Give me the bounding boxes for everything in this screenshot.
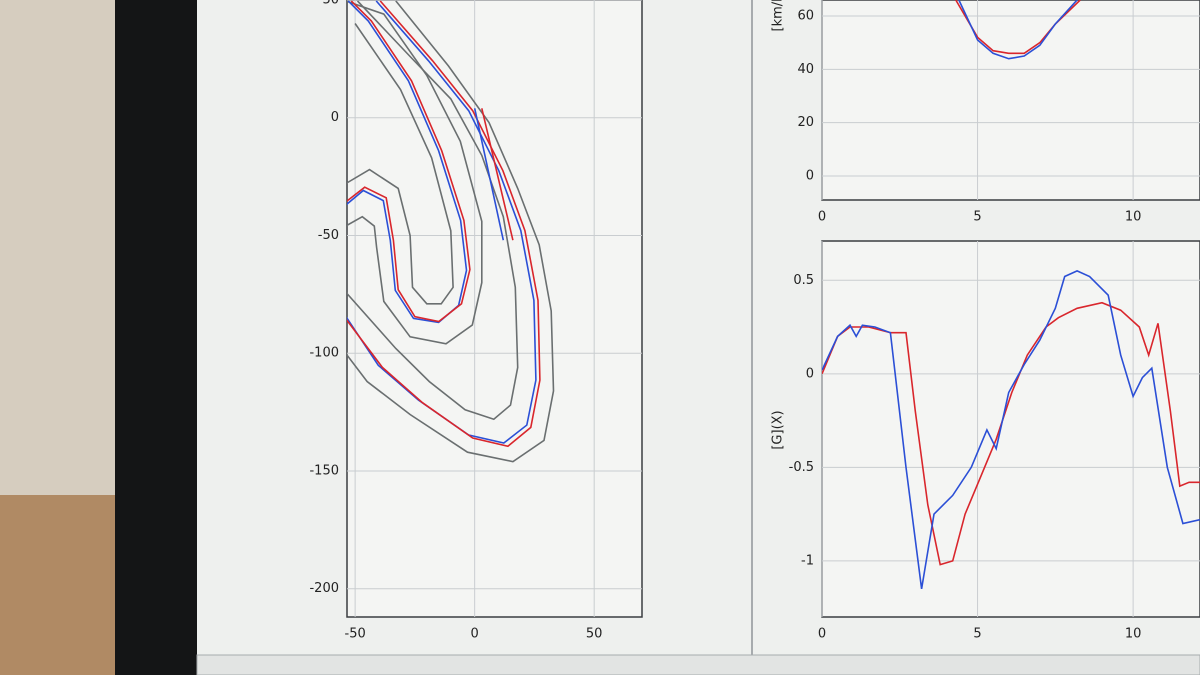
data-line (347, 0, 519, 421)
status-bar (196, 654, 1200, 675)
data-line (822, 301, 1200, 566)
x-tick-label: -50 (345, 627, 366, 642)
x-tick-label: 5 (973, 210, 981, 225)
y-tick-label: 0 (331, 110, 339, 125)
data-line (347, 0, 483, 345)
y-tick-label: 0 (806, 366, 814, 381)
x-tick-label: 5 (973, 627, 981, 642)
y-tick-label: -50 (318, 228, 339, 243)
y-tick-label: -0.5 (789, 460, 814, 475)
desk (0, 495, 115, 675)
y-tick-label: 0 (806, 169, 814, 184)
data-line (347, 0, 541, 448)
data-line (347, 23, 454, 305)
plot-area (821, 240, 1200, 618)
x-tick-label: 10 (1125, 210, 1142, 225)
y-tick-label: 0.5 (793, 273, 814, 288)
bezel (115, 0, 197, 675)
y-tick-label: -1 (801, 553, 814, 568)
y-axis-label: [G](X) (771, 410, 786, 449)
data-line (481, 108, 514, 241)
data-line (958, 0, 1078, 60)
x-tick-label: 0 (818, 210, 826, 225)
plot-area (821, 0, 1200, 201)
x-tick-label: 0 (818, 627, 826, 642)
data-line (347, 0, 471, 323)
data-line (347, 0, 555, 463)
y-tick-label: 40 (797, 62, 814, 77)
y-tick-label: 60 (797, 9, 814, 24)
x-tick-label: 10 (1125, 627, 1142, 642)
y-axis-label: [km/h] (771, 0, 786, 31)
y-tick-label: -200 (309, 581, 339, 596)
y-tick-label: -100 (309, 346, 339, 361)
y-tick-label: -150 (309, 463, 339, 478)
data-line (473, 108, 505, 241)
plot-area (346, 0, 643, 618)
y-tick-label: 50 (322, 0, 339, 8)
y-tick-label: 20 (797, 115, 814, 130)
x-tick-label: 50 (586, 627, 603, 642)
x-tick-label: 0 (471, 627, 479, 642)
data-line (822, 270, 1200, 590)
